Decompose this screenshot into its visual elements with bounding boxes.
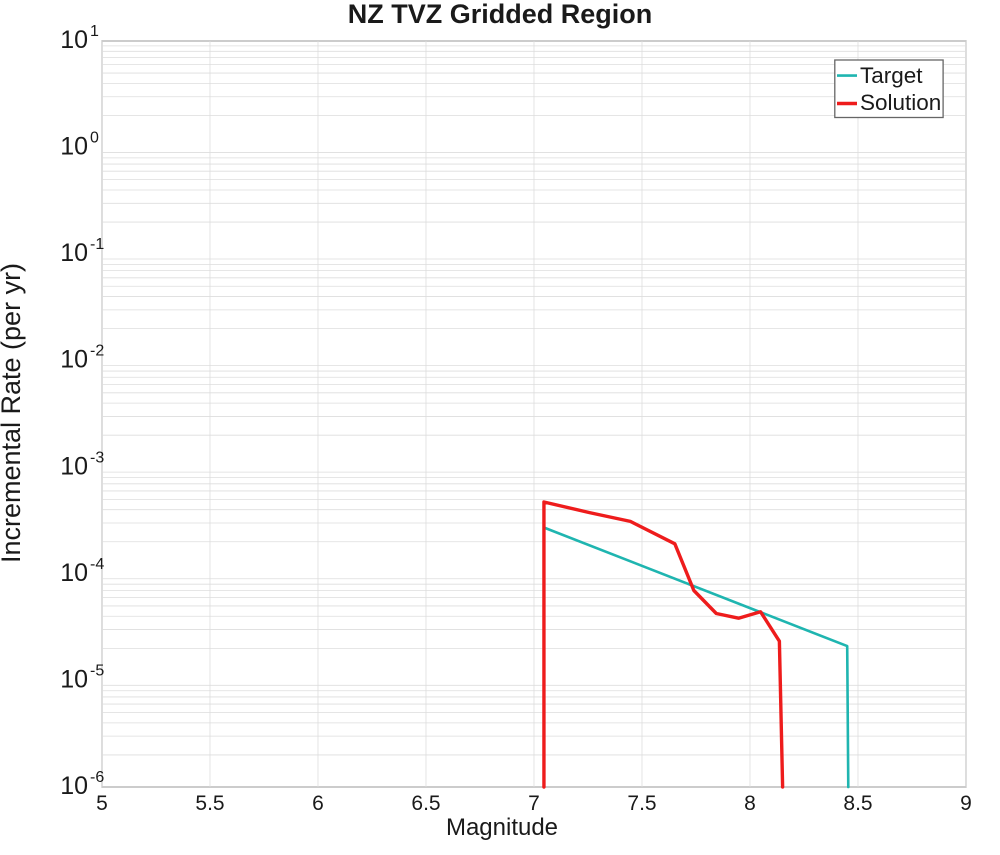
svg-text:10: 10 — [60, 346, 88, 374]
svg-text:10: 10 — [60, 239, 88, 267]
svg-text:-4: -4 — [90, 556, 104, 573]
svg-text:7.5: 7.5 — [627, 792, 656, 815]
svg-text:-2: -2 — [90, 343, 104, 360]
svg-text:6.5: 6.5 — [411, 792, 440, 815]
svg-text:9: 9 — [960, 792, 972, 815]
svg-text:Incremental Rate (per yr): Incremental Rate (per yr) — [0, 263, 26, 563]
svg-text:Target: Target — [860, 63, 923, 88]
svg-text:10: 10 — [60, 559, 88, 587]
svg-text:5: 5 — [96, 792, 108, 815]
svg-text:-3: -3 — [90, 449, 104, 466]
svg-text:8: 8 — [744, 792, 756, 815]
svg-text:5.5: 5.5 — [195, 792, 224, 815]
svg-text:Solution: Solution — [860, 90, 941, 115]
svg-text:-6: -6 — [90, 769, 104, 786]
svg-text:10: 10 — [60, 26, 88, 54]
svg-text:10: 10 — [60, 452, 88, 480]
svg-text:0: 0 — [90, 130, 99, 147]
svg-text:-1: -1 — [90, 236, 104, 253]
svg-text:-5: -5 — [90, 662, 104, 679]
svg-text:6: 6 — [312, 792, 324, 815]
svg-text:7: 7 — [528, 792, 540, 815]
svg-text:10: 10 — [60, 665, 88, 693]
svg-text:8.5: 8.5 — [843, 792, 872, 815]
svg-text:10: 10 — [60, 133, 88, 161]
svg-text:10: 10 — [60, 772, 88, 800]
